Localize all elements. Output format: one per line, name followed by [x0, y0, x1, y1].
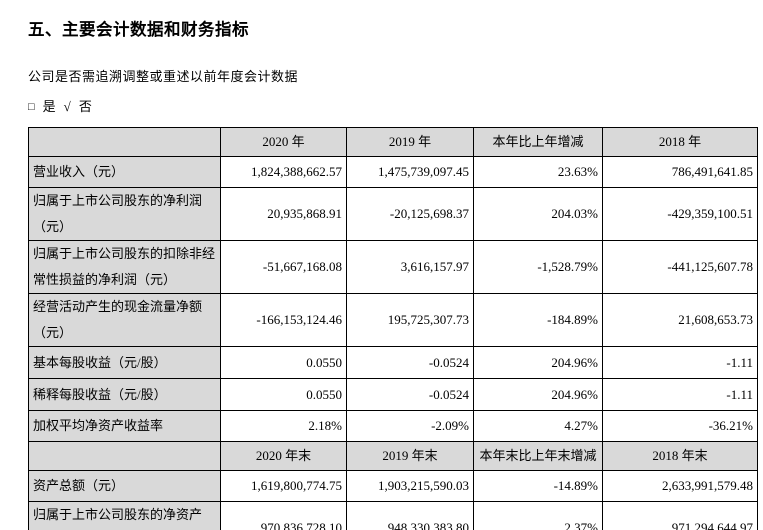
row-label: 资产总额（元） — [28, 470, 221, 502]
cell-value: 2.37% — [473, 501, 603, 530]
table-row-revenue: 营业收入（元） 1,824,388,662.57 1,475,739,097.4… — [28, 156, 758, 188]
row-label: 归属于上市公司股东的扣除非经常性损益的净利润（元） — [28, 240, 221, 294]
header-end-2018: 2018 年末 — [602, 441, 758, 471]
cell-value: 1,475,739,097.45 — [346, 156, 474, 188]
cell-value: -51,667,168.08 — [220, 240, 347, 294]
row-label: 归属于上市公司股东的净资产（元） — [28, 501, 221, 530]
header-year-2019: 2019 年 — [346, 127, 474, 157]
header-year-2020: 2020 年 — [220, 127, 347, 157]
section-title: 五、主要会计数据和财务指标 — [28, 20, 249, 39]
header-end-2019: 2019 年末 — [346, 441, 474, 471]
row-label: 加权平均净资产收益率 — [28, 410, 221, 442]
cell-value: 2,633,991,579.48 — [602, 470, 758, 502]
no-label: 否 — [78, 99, 92, 114]
cell-value: -14.89% — [473, 470, 603, 502]
cell-value: -166,153,124.46 — [220, 293, 347, 347]
header-year-end-change: 本年末比上年末增减 — [473, 441, 603, 471]
checkbox-unchecked-icon: □ — [28, 101, 35, 113]
restatement-question: 公司是否需追溯调整或重述以前年度会计数据 — [28, 69, 299, 84]
cell-value: 0.0550 — [220, 378, 347, 411]
yes-no-line: □ 是 √ 否 — [28, 96, 763, 115]
cell-value: -1.11 — [602, 378, 758, 411]
row-label: 基本每股收益（元/股） — [28, 346, 221, 379]
table-row-diluted-eps: 稀释每股收益（元/股） 0.0550 -0.0524 204.96% -1.11 — [28, 378, 758, 411]
cell-value: -1,528.79% — [473, 240, 603, 294]
table-row-operating-cash-flow: 经营活动产生的现金流量净额（元） -166,153,124.46 195,725… — [28, 293, 758, 347]
cell-value: 1,619,800,774.75 — [220, 470, 347, 502]
cell-value: 0.0550 — [220, 346, 347, 379]
checkmark-icon: √ — [63, 99, 71, 114]
cell-value: 21,608,653.73 — [602, 293, 758, 347]
row-label: 归属于上市公司股东的净利润（元） — [28, 187, 221, 241]
cell-value: 1,824,388,662.57 — [220, 156, 347, 188]
header-empty-cell — [28, 127, 221, 157]
cell-value: 1,903,215,590.03 — [346, 470, 474, 502]
row-label: 经营活动产生的现金流量净额（元） — [28, 293, 221, 347]
cell-value: 970,836,728.10 — [220, 501, 347, 530]
yes-label: 是 — [42, 99, 56, 114]
header-empty-cell — [28, 441, 221, 471]
table-row-net-assets: 归属于上市公司股东的净资产（元） 970,836,728.10 948,330,… — [28, 501, 758, 530]
cell-value: -184.89% — [473, 293, 603, 347]
cell-value: 204.96% — [473, 378, 603, 411]
cell-value: -441,125,607.78 — [602, 240, 758, 294]
header-end-2020: 2020 年末 — [220, 441, 347, 471]
header-year-2018: 2018 年 — [602, 127, 758, 157]
table-row-total-assets: 资产总额（元） 1,619,800,774.75 1,903,215,590.0… — [28, 470, 758, 502]
table-row-basic-eps: 基本每股收益（元/股） 0.0550 -0.0524 204.96% -1.11 — [28, 346, 758, 379]
cell-value: 195,725,307.73 — [346, 293, 474, 347]
financial-indicators-table: 2020 年 2019 年 本年比上年增减 2018 年 营业收入（元） 1,8… — [28, 127, 758, 530]
cell-value: 786,491,641.85 — [602, 156, 758, 188]
table-row-weighted-avg-roe: 加权平均净资产收益率 2.18% -2.09% 4.27% -36.21% — [28, 410, 758, 442]
cell-value: -0.0524 — [346, 346, 474, 379]
cell-value: -36.21% — [602, 410, 758, 442]
row-label: 稀释每股收益（元/股） — [28, 378, 221, 411]
cell-value: 204.96% — [473, 346, 603, 379]
cell-value: 4.27% — [473, 410, 603, 442]
cell-value: -2.09% — [346, 410, 474, 442]
cell-value: 3,616,157.97 — [346, 240, 474, 294]
cell-value: 20,935,868.91 — [220, 187, 347, 241]
cell-value: 23.63% — [473, 156, 603, 188]
cell-value: -20,125,698.37 — [346, 187, 474, 241]
table-header-row-annual: 2020 年 2019 年 本年比上年增减 2018 年 — [28, 127, 758, 157]
cell-value: 204.03% — [473, 187, 603, 241]
cell-value: 971,294,644.97 — [602, 501, 758, 530]
cell-value: -429,359,100.51 — [602, 187, 758, 241]
cell-value: 948,330,383.80 — [346, 501, 474, 530]
header-yoy-change: 本年比上年增减 — [473, 127, 603, 157]
table-row-net-profit-excl-nonrecurring: 归属于上市公司股东的扣除非经常性损益的净利润（元） -51,667,168.08… — [28, 240, 758, 294]
table-row-net-profit: 归属于上市公司股东的净利润（元） 20,935,868.91 -20,125,6… — [28, 187, 758, 241]
table-header-row-year-end: 2020 年末 2019 年末 本年末比上年末增减 2018 年末 — [28, 441, 758, 471]
cell-value: -0.0524 — [346, 378, 474, 411]
cell-value: 2.18% — [220, 410, 347, 442]
cell-value: -1.11 — [602, 346, 758, 379]
row-label: 营业收入（元） — [28, 156, 221, 188]
